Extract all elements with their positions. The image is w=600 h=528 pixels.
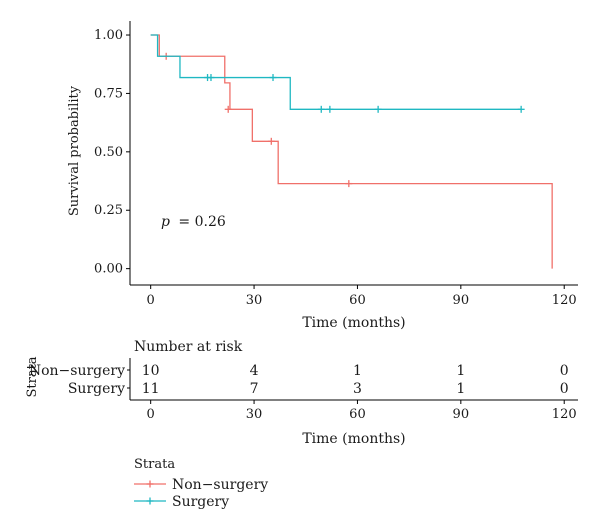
legend-entry: Non−surgery	[134, 477, 268, 493]
risk-count: 3	[353, 381, 362, 397]
risk-count: 0	[560, 363, 569, 379]
risk-count: 11	[142, 381, 160, 397]
x-tick-label: 0	[147, 293, 155, 308]
risk-axis: 0 30 60 90 120	[129, 358, 578, 422]
risk-row-label: Surgery	[68, 381, 125, 397]
survival-curves	[150, 34, 553, 269]
risk-x-tick-label: 90	[453, 407, 470, 422]
legend-label: Surgery	[172, 494, 229, 510]
risk-table: Number at risk Strata Non−surgery 10 4 1 1 0S…	[25, 339, 578, 447]
survival-plot: 0.00 0.25 0.50 0.75 1.00 0 30 60 90 120 Survival …	[67, 21, 578, 331]
risk-count: 4	[250, 363, 259, 379]
x-tick-label: 120	[552, 293, 577, 308]
risk-x-tick-label: 30	[246, 407, 263, 422]
censor-mark-non-surgery	[224, 105, 232, 113]
y-tick-label: 0.25	[94, 203, 123, 218]
risk-row-label: Non−surgery	[29, 363, 125, 379]
x-axis-title: Time (months)	[302, 315, 405, 331]
legend-title: Strata	[134, 457, 175, 472]
main-ticks: 0.00 0.25 0.50 0.75 1.00 0 30 60 90 120	[94, 28, 577, 308]
risk-table-strata-label: Strata	[25, 356, 40, 397]
p-value-annotation: p = 0.26	[161, 214, 226, 230]
risk-x-axis-title: Time (months)	[302, 431, 405, 447]
y-tick-label: 0.00	[94, 262, 123, 277]
x-tick-label: 30	[246, 293, 263, 308]
x-tick-label: 90	[453, 293, 470, 308]
risk-x-tick-label: 0	[147, 407, 155, 422]
censor-mark-non-surgery	[267, 137, 275, 145]
main-axes	[129, 21, 578, 286]
censor-mark-surgery	[517, 105, 525, 113]
risk-count: 7	[250, 381, 259, 397]
risk-x-tick-label: 120	[552, 407, 577, 422]
survival-curve-non-surgery	[150, 34, 553, 269]
p-value: = 0.26	[178, 214, 225, 230]
risk-x-tick-label: 60	[349, 407, 366, 422]
risk-count: 1	[456, 363, 465, 379]
y-axis-title: Survival probability	[67, 85, 82, 216]
censor-mark-surgery	[326, 105, 334, 113]
survival-curve-surgery	[150, 34, 522, 110]
censor-mark-surgery	[374, 105, 382, 113]
risk-count: 0	[560, 381, 569, 397]
x-tick-label: 60	[349, 293, 366, 308]
risk-count: 10	[142, 363, 160, 379]
risk-count: 1	[456, 381, 465, 397]
y-tick-label: 0.50	[94, 145, 123, 160]
risk-table-title: Number at risk	[134, 339, 243, 355]
censor-mark-surgery	[207, 74, 215, 82]
censor-mark-non-surgery	[345, 180, 353, 188]
risk-count: 1	[353, 363, 362, 379]
legend-entry: Surgery	[134, 494, 229, 510]
y-tick-label: 0.75	[94, 86, 123, 101]
y-tick-label: 1.00	[94, 28, 123, 43]
legend-label: Non−surgery	[172, 477, 268, 493]
p-symbol: p	[161, 214, 170, 230]
censor-mark-surgery	[317, 105, 325, 113]
censor-mark-surgery	[269, 74, 277, 82]
